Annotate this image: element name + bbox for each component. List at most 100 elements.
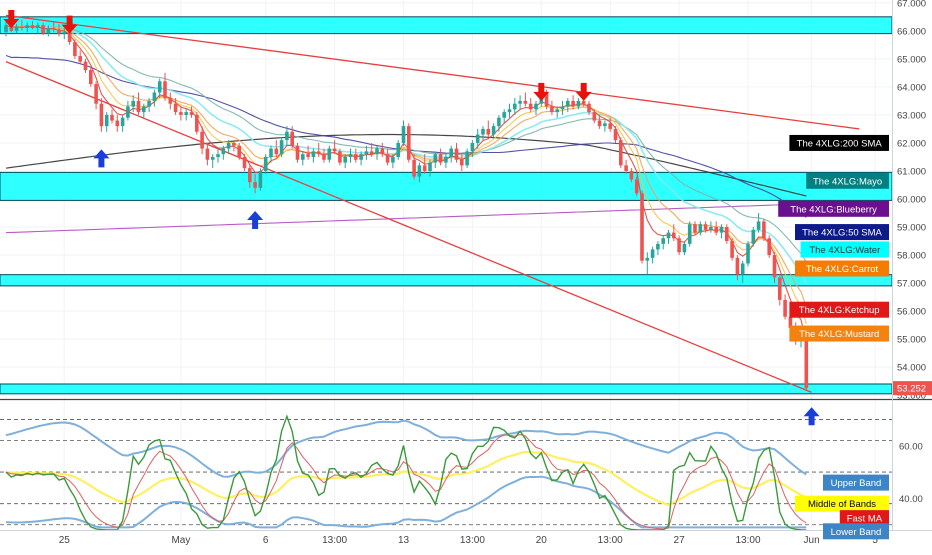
candle (619, 137, 623, 169)
candle (253, 173, 257, 194)
candle (354, 148, 358, 163)
series-label-badge (800, 241, 889, 258)
candle-body (592, 112, 597, 121)
time-tick-label: 13 (398, 535, 410, 546)
candle (523, 92, 528, 107)
candle (104, 112, 109, 132)
price-tick-label: 59.000 (897, 223, 926, 234)
candle-body (566, 100, 570, 107)
candle (142, 103, 146, 118)
candle-body (205, 148, 210, 160)
candle-body (221, 148, 226, 155)
series-label-text: The 4XLG:Ketchup (799, 305, 880, 316)
candle-body (518, 100, 522, 104)
candle-body (428, 162, 432, 171)
candle (703, 221, 708, 233)
arrow-up-icon (803, 407, 820, 426)
candle (295, 142, 300, 163)
time-tick-label: 13:00 (598, 535, 623, 546)
series-label: The 4XLG:Blueberry (778, 200, 889, 217)
candle-body (30, 25, 35, 29)
candle (762, 218, 766, 242)
candle (364, 145, 369, 160)
candle (210, 154, 215, 169)
candle-body (263, 156, 268, 171)
series-label-badge (806, 172, 889, 189)
candle (4, 22, 8, 37)
horizontal-zones (0, 16, 893, 395)
candle-body (401, 126, 406, 143)
candle (513, 98, 517, 115)
candle (168, 92, 173, 110)
price-tick-label: 61.000 (897, 166, 926, 177)
candle-body (693, 224, 697, 233)
arrow-down-icon (3, 10, 20, 29)
oscillator-tick-label: 60.00 (899, 441, 923, 452)
candle (20, 19, 24, 31)
series-label-text: The 4XLG:Carrot (806, 264, 879, 275)
candle (550, 100, 554, 115)
candle (444, 154, 448, 169)
oscillator-tick-label: 40.00 (899, 494, 923, 505)
candle (656, 241, 660, 256)
candle-body (481, 128, 485, 135)
candle-body (475, 134, 480, 143)
trendline (5, 61, 812, 393)
trendline (5, 14, 860, 130)
series-label: Middle of Bands (795, 495, 889, 512)
candle-body (248, 168, 252, 183)
candle (433, 151, 438, 169)
candle (73, 39, 77, 59)
candle-body (200, 131, 204, 149)
candle-body (491, 126, 496, 135)
price-tick-label: 58.000 (897, 251, 926, 262)
candle-body (767, 238, 771, 256)
candle (120, 114, 125, 132)
candle (152, 89, 157, 107)
candle (375, 145, 379, 160)
candlesticks (4, 19, 809, 390)
candle (62, 28, 67, 40)
candle (502, 109, 506, 124)
candle (682, 241, 687, 256)
candle-body (497, 117, 501, 127)
price-tick-label: 63.000 (897, 110, 926, 121)
candle (380, 142, 385, 157)
candle-body (269, 148, 273, 157)
candle-body (698, 224, 703, 233)
candle-body (115, 120, 120, 127)
candle (248, 165, 252, 188)
candle-body (290, 131, 294, 146)
series-label: The 4XLG:Water (800, 241, 889, 258)
price-tick-label: 62.000 (897, 138, 926, 149)
candle (640, 190, 644, 264)
candle-body (550, 106, 554, 113)
price-tick-label: 55.000 (897, 335, 926, 346)
price-tick-label: 56.000 (897, 307, 926, 318)
candle (348, 148, 353, 163)
candle (534, 100, 538, 115)
candle (242, 154, 247, 171)
series-label: The 4XLG:50 SMA (795, 224, 889, 241)
candle (597, 114, 602, 129)
candle (46, 25, 51, 37)
candle (576, 98, 581, 110)
candle-body (152, 92, 157, 101)
candle-body (189, 112, 194, 115)
candle (475, 128, 480, 149)
candle-body (804, 333, 809, 389)
arrow-down-icon (533, 82, 550, 101)
candle-body (253, 182, 257, 188)
series-label: The 4XLG:Carrot (795, 260, 889, 277)
time-tick-label: 13:00 (322, 535, 347, 546)
price-tick-label: 57.000 (897, 279, 926, 290)
candle (438, 148, 443, 166)
candle (725, 224, 729, 244)
candle (89, 67, 93, 87)
candle (454, 142, 459, 163)
arrow-up-icon (247, 211, 264, 229)
series-label-badge (795, 495, 889, 512)
series-label: The 4XLG:Ketchup (789, 301, 889, 318)
